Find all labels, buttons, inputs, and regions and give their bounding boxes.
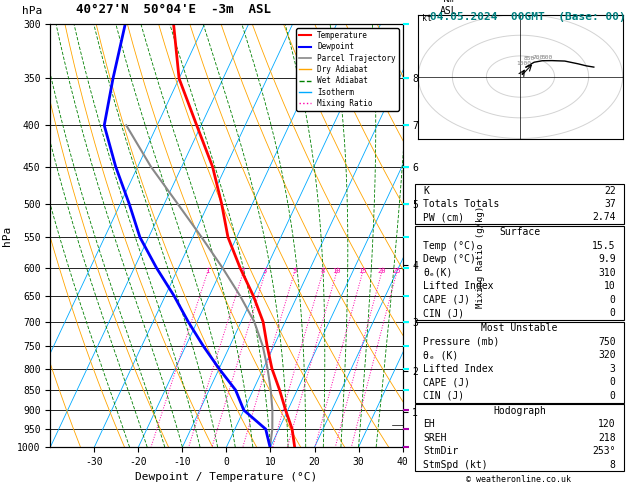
Text: Pressure (mb): Pressure (mb) (423, 337, 500, 347)
Text: θₑ(K): θₑ(K) (423, 268, 453, 278)
Text: 1: 1 (205, 267, 209, 274)
Text: 2: 2 (241, 267, 245, 274)
Text: EH: EH (423, 419, 435, 429)
X-axis label: Dewpoint / Temperature (°C): Dewpoint / Temperature (°C) (135, 472, 318, 483)
Text: 10: 10 (332, 267, 340, 274)
Text: Mixing Ratio (g/kg): Mixing Ratio (g/kg) (476, 206, 484, 308)
Text: 3: 3 (263, 267, 267, 274)
Text: Hodograph: Hodograph (493, 406, 546, 416)
Legend: Temperature, Dewpoint, Parcel Trajectory, Dry Adiabat, Wet Adiabat, Isotherm, Mi: Temperature, Dewpoint, Parcel Trajectory… (296, 28, 399, 111)
Text: 120: 120 (598, 419, 616, 429)
Text: 0: 0 (610, 309, 616, 318)
Text: 5: 5 (292, 267, 296, 274)
Text: 04.05.2024  00GMT  (Base: 00): 04.05.2024 00GMT (Base: 00) (430, 12, 626, 22)
Text: 40°27'N  50°04'E  -3m  ASL: 40°27'N 50°04'E -3m ASL (76, 3, 271, 16)
Text: 320: 320 (598, 350, 616, 360)
Text: 253°: 253° (592, 446, 616, 456)
Text: © weatheronline.co.uk: © weatheronline.co.uk (467, 474, 571, 484)
Text: CAPE (J): CAPE (J) (423, 295, 470, 305)
Text: 2.74: 2.74 (592, 212, 616, 223)
Text: 700: 700 (532, 54, 543, 60)
Text: Temp (°C): Temp (°C) (423, 241, 476, 251)
Text: 0: 0 (610, 377, 616, 387)
Text: Lifted Index: Lifted Index (423, 281, 494, 292)
Text: 20: 20 (377, 267, 386, 274)
Text: Lifted Index: Lifted Index (423, 364, 494, 374)
Text: Dewp (°C): Dewp (°C) (423, 255, 476, 264)
Text: 15: 15 (358, 267, 367, 274)
Text: 8: 8 (610, 460, 616, 469)
Text: 37: 37 (604, 199, 616, 209)
Text: hPa: hPa (22, 6, 42, 16)
Text: 850: 850 (524, 56, 535, 61)
Text: 1000: 1000 (516, 61, 531, 66)
Text: 15.5: 15.5 (592, 241, 616, 251)
Text: 25: 25 (392, 267, 401, 274)
Text: kt: kt (421, 14, 431, 23)
Text: 22: 22 (604, 186, 616, 195)
Text: 750: 750 (598, 337, 616, 347)
Text: Surface: Surface (499, 227, 540, 238)
Text: km
ASL: km ASL (440, 0, 457, 16)
Text: StmDir: StmDir (423, 446, 459, 456)
Text: PW (cm): PW (cm) (423, 212, 465, 223)
Text: 8: 8 (320, 267, 325, 274)
Text: StmSpd (kt): StmSpd (kt) (423, 460, 488, 469)
Text: 218: 218 (598, 433, 616, 443)
Y-axis label: hPa: hPa (1, 226, 11, 246)
Text: 0: 0 (610, 391, 616, 401)
Text: Totals Totals: Totals Totals (423, 199, 500, 209)
Text: 9.9: 9.9 (598, 255, 616, 264)
Text: θₑ (K): θₑ (K) (423, 350, 459, 360)
Text: 10: 10 (604, 281, 616, 292)
Text: SREH: SREH (423, 433, 447, 443)
Text: Most Unstable: Most Unstable (481, 323, 558, 333)
Text: 0: 0 (610, 295, 616, 305)
Text: 3: 3 (610, 364, 616, 374)
Text: K: K (423, 186, 430, 195)
Text: 500: 500 (542, 54, 553, 60)
Text: CIN (J): CIN (J) (423, 391, 465, 401)
Text: CAPE (J): CAPE (J) (423, 377, 470, 387)
Text: 310: 310 (598, 268, 616, 278)
Text: CIN (J): CIN (J) (423, 309, 465, 318)
